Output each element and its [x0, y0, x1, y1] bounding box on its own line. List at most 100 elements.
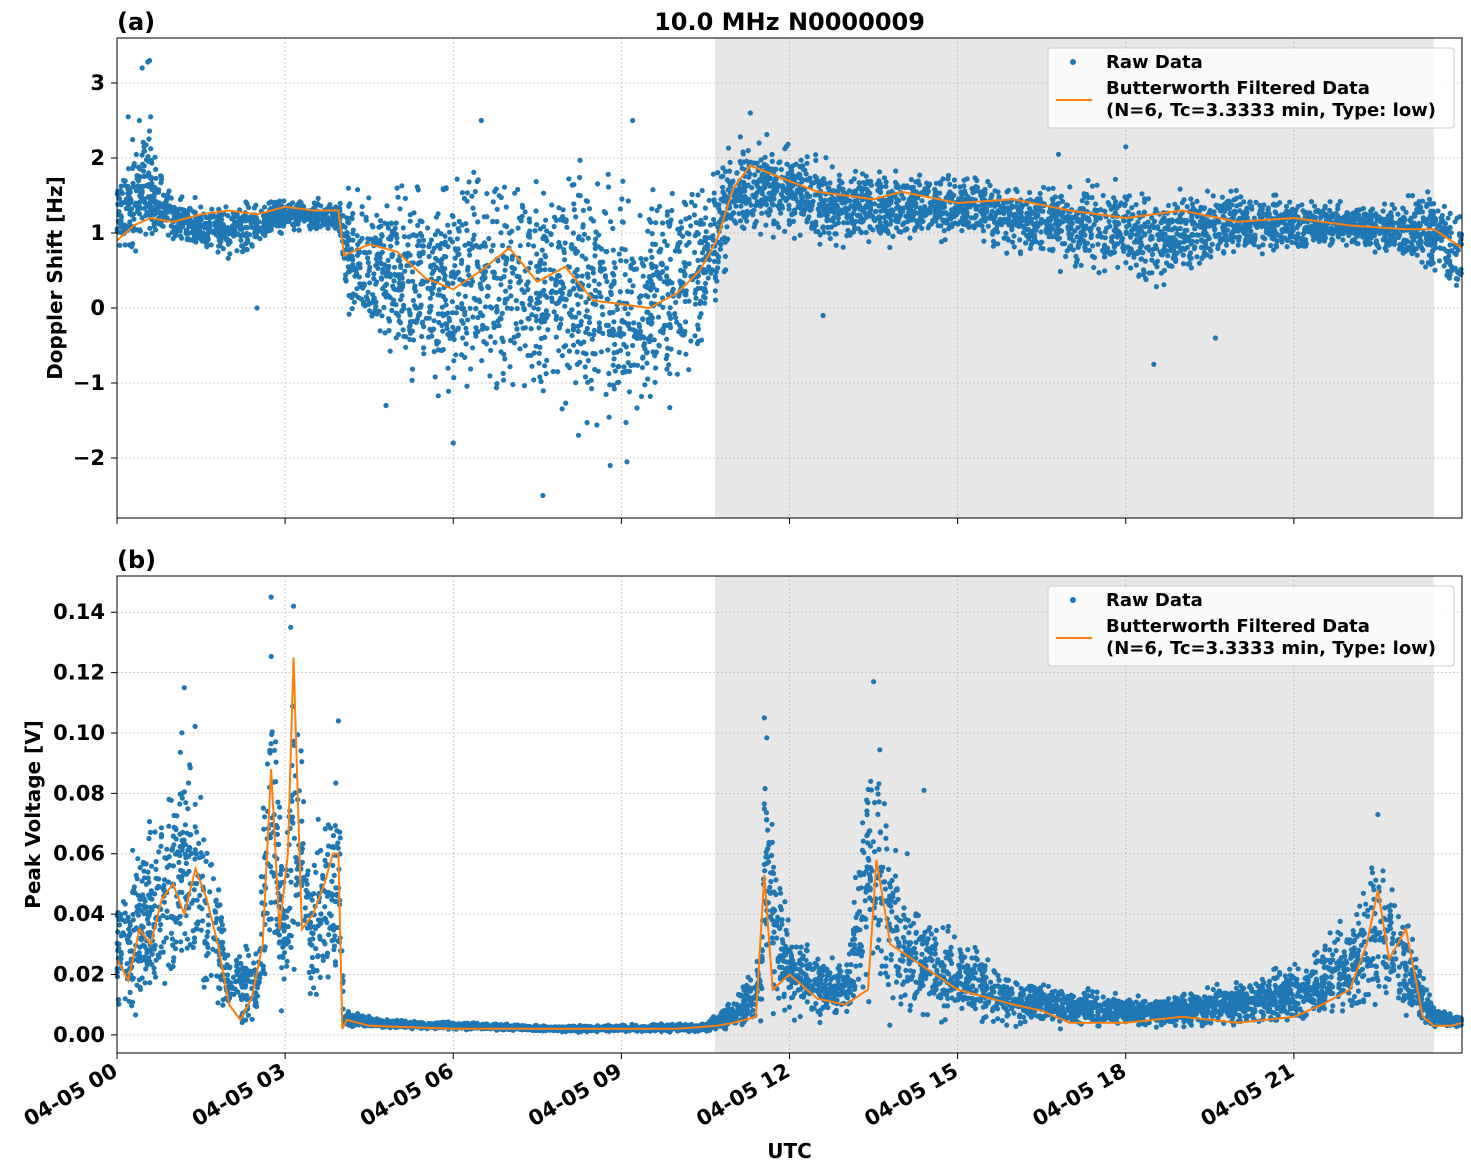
raw-point [724, 177, 730, 183]
raw-point [1001, 209, 1007, 215]
raw-point [493, 186, 499, 192]
raw-point [773, 166, 779, 172]
raw-point [586, 283, 592, 289]
raw-point [974, 184, 981, 190]
raw-point [1242, 230, 1248, 236]
raw-point [693, 287, 699, 293]
raw-point [1372, 249, 1378, 255]
raw-point [759, 191, 765, 197]
raw-point [786, 206, 792, 212]
raw-point [1037, 196, 1043, 202]
raw-point [1184, 227, 1190, 233]
raw-point [466, 179, 472, 185]
raw-point [606, 414, 612, 420]
raw-point [1037, 190, 1043, 197]
raw-point [1416, 209, 1423, 215]
raw-point [508, 239, 514, 245]
raw-point [396, 313, 402, 319]
raw-point [1236, 234, 1242, 240]
raw-point [695, 257, 701, 263]
raw-point [397, 206, 403, 212]
raw-point [616, 251, 622, 257]
raw-point [541, 190, 547, 196]
raw-point [1180, 261, 1187, 267]
raw-point [927, 209, 933, 215]
raw-point [490, 269, 496, 275]
raw-point [464, 227, 470, 233]
raw-point [465, 267, 471, 273]
raw-point [665, 291, 671, 298]
raw-point [1173, 256, 1179, 262]
raw-point [413, 305, 419, 311]
raw-point [743, 200, 749, 206]
raw-point [559, 353, 566, 359]
raw-point [907, 235, 913, 241]
raw-point [738, 203, 744, 209]
raw-point [490, 199, 496, 205]
raw-point [455, 326, 461, 332]
raw-point [458, 352, 465, 358]
raw-point [803, 171, 809, 177]
raw-point [540, 388, 546, 394]
raw-point [790, 218, 797, 224]
raw-point [582, 364, 588, 370]
raw-point [1081, 238, 1087, 244]
raw-point [1413, 201, 1419, 207]
raw-point [1089, 183, 1096, 189]
raw-point [963, 214, 969, 220]
raw-point [471, 232, 477, 238]
raw-point [1241, 213, 1247, 220]
raw-point [442, 241, 448, 247]
raw-point [1009, 227, 1015, 233]
raw-point [516, 274, 522, 280]
raw-point [890, 233, 896, 239]
raw-point [379, 233, 385, 239]
raw-point [1312, 203, 1318, 209]
raw-point [510, 381, 516, 388]
raw-point [841, 220, 847, 226]
raw-point [405, 278, 411, 284]
raw-point [492, 339, 498, 345]
raw-point [342, 224, 348, 230]
raw-point [641, 263, 647, 269]
raw-point [400, 327, 406, 333]
raw-point [1095, 226, 1102, 232]
raw-point [361, 249, 367, 255]
raw-point [423, 315, 429, 321]
raw-point [1205, 233, 1211, 239]
raw-point [737, 134, 743, 140]
raw-point [467, 305, 473, 311]
raw-point [695, 322, 701, 328]
raw-point [664, 273, 670, 280]
raw-point [179, 235, 185, 241]
raw-point [490, 218, 496, 225]
raw-point [421, 351, 427, 357]
raw-point [1139, 242, 1145, 248]
raw-point [295, 221, 301, 227]
raw-point [1079, 223, 1085, 229]
raw-point [556, 325, 563, 331]
raw-point [538, 257, 544, 263]
raw-point [595, 181, 601, 187]
raw-point [1013, 203, 1019, 210]
raw-point [514, 305, 520, 312]
raw-point [350, 261, 356, 268]
raw-point [605, 322, 612, 328]
raw-point [561, 284, 567, 291]
raw-point [431, 326, 437, 332]
raw-point [693, 295, 699, 301]
raw-point [586, 315, 592, 321]
raw-point [433, 255, 439, 261]
raw-point [1300, 243, 1306, 249]
raw-point [1063, 253, 1069, 260]
raw-point [484, 325, 490, 331]
raw-point [421, 345, 427, 351]
raw-point [184, 237, 190, 243]
raw-point [657, 249, 663, 255]
raw-point [420, 237, 427, 243]
raw-point [574, 349, 580, 355]
raw-point [822, 197, 828, 203]
raw-point [134, 209, 140, 215]
raw-point [635, 362, 641, 368]
raw-point [391, 264, 398, 270]
